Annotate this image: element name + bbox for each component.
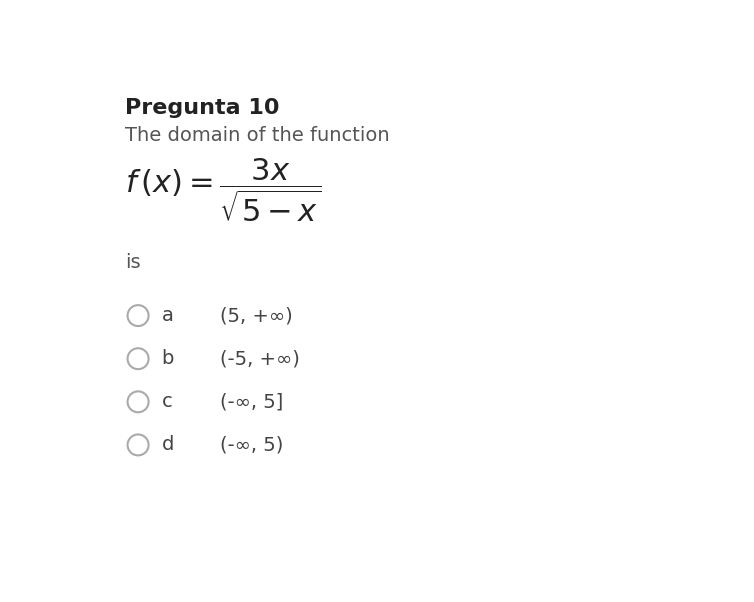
- Text: a: a: [161, 306, 173, 325]
- Text: Pregunta 10: Pregunta 10: [124, 98, 279, 118]
- Text: c: c: [161, 393, 172, 411]
- Text: The domain of the function: The domain of the function: [124, 126, 389, 144]
- Text: (-5, +∞): (-5, +∞): [220, 349, 300, 368]
- Text: (-∞, 5): (-∞, 5): [220, 435, 284, 455]
- Text: (5, +∞): (5, +∞): [220, 306, 293, 325]
- Text: is: is: [124, 253, 140, 272]
- Text: b: b: [161, 349, 174, 368]
- Text: d: d: [161, 435, 174, 455]
- Text: $f\,(x) = \dfrac{3x}{\sqrt{5-x}}$: $f\,(x) = \dfrac{3x}{\sqrt{5-x}}$: [124, 157, 321, 224]
- Text: (-∞, 5]: (-∞, 5]: [220, 393, 284, 411]
